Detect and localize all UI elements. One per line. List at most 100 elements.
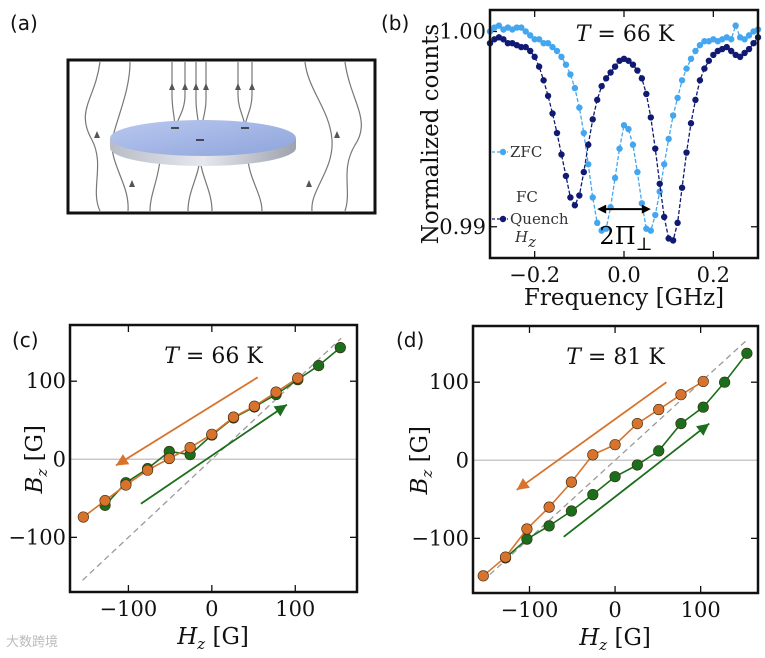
data-point: [656, 180, 663, 187]
data-point: [544, 39, 552, 47]
data-point: [521, 533, 533, 545]
y-axis-label: Bz [G]: [22, 425, 51, 494]
data-point: [602, 225, 610, 232]
data-point: [500, 36, 507, 43]
x-axis-label-rest: [G]: [607, 625, 651, 651]
x-tick-label: −100: [501, 598, 559, 622]
y-tick-label: −100: [8, 525, 66, 549]
sweep-arrow-head: [115, 454, 130, 466]
data-point: [540, 39, 547, 47]
x-tick-label: 100: [275, 597, 315, 621]
plot-title-var: T: [576, 22, 593, 47]
data-point: [206, 428, 218, 440]
data-point: [495, 22, 503, 29]
data-point: [631, 417, 643, 430]
data-point: [602, 75, 610, 82]
data-point: [184, 441, 196, 454]
data-point: [683, 65, 690, 72]
data-point: [669, 237, 677, 244]
series-decreasing: [477, 375, 709, 582]
data-point: [270, 386, 282, 398]
width-arrow-head-right: [641, 204, 651, 214]
data-point: [638, 200, 646, 207]
sweep-direction-arrow: [115, 376, 259, 467]
data-point: [598, 82, 605, 90]
y-axis-label: Bz [G]: [407, 426, 436, 495]
x-tick-label: 0: [205, 597, 218, 621]
y-tick-label: 0.99: [439, 215, 486, 239]
data-point: [634, 67, 641, 74]
data-point: [565, 476, 578, 488]
data-point: [625, 57, 632, 64]
data-point: [631, 459, 643, 471]
data-point: [696, 41, 704, 49]
x-axis-label-sub: z: [196, 635, 205, 653]
vortex-markers: [171, 127, 249, 141]
data-point: [567, 194, 574, 201]
data-point: [535, 63, 543, 70]
legend-quench-label: Quench: [510, 210, 569, 228]
data-point: [518, 43, 525, 51]
data-point: [580, 129, 587, 137]
data-point: [629, 61, 637, 68]
plot-frame: [488, 8, 760, 260]
data-point: [531, 36, 538, 43]
x-tick-label: −100: [100, 597, 158, 621]
y-axis-label-rest: [G]: [407, 426, 433, 470]
data-point: [701, 38, 708, 45]
watermark: 大数跨境: [6, 635, 58, 650]
data-point: [750, 39, 757, 47]
data-point: [745, 45, 753, 53]
data-point: [553, 47, 561, 55]
y-axis-label-sub: z: [33, 469, 51, 478]
data-point: [745, 32, 753, 39]
data-point: [522, 43, 529, 51]
legend-zfc-marker: [499, 148, 507, 156]
data-point: [141, 464, 154, 476]
data-point: [594, 96, 601, 104]
data-point: [616, 145, 623, 152]
data-point: [656, 188, 663, 195]
data-point: [120, 479, 132, 491]
schematic-superconducting-disk: [66, 58, 377, 215]
data-point: [576, 104, 583, 111]
data-point: [99, 495, 111, 507]
data-point: [661, 213, 668, 221]
data-point: [620, 122, 628, 129]
y-tick-label: 0: [53, 447, 66, 471]
panel-label-b: (b): [381, 11, 409, 35]
data-point: [527, 32, 534, 39]
data-point: [540, 77, 547, 84]
data-point: [647, 114, 654, 121]
data-point: [527, 47, 534, 55]
data-point: [741, 347, 753, 359]
x-axis-label-sub: z: [598, 636, 607, 654]
sweep-direction-arrow: [563, 422, 710, 538]
plot-title-rest: = 66 K: [179, 344, 263, 369]
legend-hz-label: Hz: [514, 228, 536, 251]
data-point: [629, 141, 637, 148]
data-point: [334, 342, 346, 354]
legend-hz-label-var: H: [514, 228, 529, 246]
data-point: [643, 90, 650, 98]
x-tick-label: 100: [681, 598, 721, 622]
data-point: [544, 92, 552, 100]
data-point: [585, 141, 592, 148]
data-point: [692, 96, 699, 104]
data-point: [589, 194, 596, 201]
x-axis-label-rest: [G]: [205, 624, 249, 650]
width-label-sub: ⊥: [636, 234, 653, 255]
data-point: [248, 400, 260, 412]
data-point: [585, 161, 592, 168]
data-point: [313, 359, 325, 372]
data-point: [535, 36, 543, 43]
data-point: [531, 53, 538, 61]
y-tick-label: 0: [456, 448, 469, 472]
plot-title-var: T: [566, 345, 583, 370]
width-label: 2Π⊥: [599, 222, 652, 255]
data-point: [609, 471, 621, 483]
